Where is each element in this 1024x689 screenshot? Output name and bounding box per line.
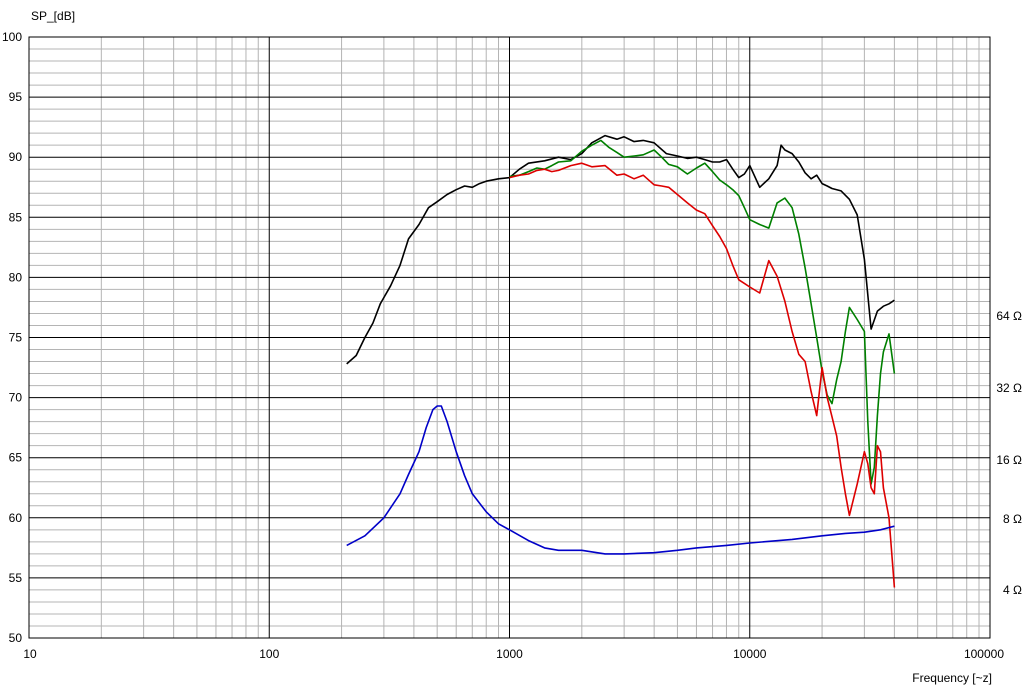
y-tick-label: 100 <box>2 30 22 44</box>
impedance-tick-label: 8 Ω <box>1003 512 1022 526</box>
impedance-tick-labels: 64 Ω 32 Ω 16 Ω 8 Ω 4 Ω <box>996 309 1022 597</box>
impedance-tick-label: 32 Ω <box>996 381 1022 395</box>
impedance-tick-label: 16 Ω <box>996 453 1022 467</box>
y-tick-labels: 100 95 90 85 80 75 70 65 60 55 50 <box>2 30 22 645</box>
y-tick-label: 80 <box>9 270 23 284</box>
x-tick-label: 10 <box>23 647 37 661</box>
y-tick-label: 65 <box>9 451 23 465</box>
series-line-3 <box>509 162 896 588</box>
y-tick-label: 60 <box>9 511 23 525</box>
series-line-2 <box>509 139 896 485</box>
x-tick-label: 100 <box>259 647 279 661</box>
y-tick-label: 70 <box>9 391 23 405</box>
impedance-tick-label: 4 Ω <box>1003 583 1022 597</box>
y-tick-label: 95 <box>9 90 23 104</box>
y-tick-label: 75 <box>9 331 23 345</box>
x-tick-label: 100000 <box>964 647 1004 661</box>
impedance-tick-label: 64 Ω <box>996 309 1022 323</box>
plot-frame <box>28 36 991 639</box>
y-tick-label: 50 <box>9 631 23 645</box>
y-tick-label: 55 <box>9 571 23 585</box>
series-line-4 <box>346 405 895 555</box>
y-tick-label: 85 <box>9 210 23 224</box>
y-tick-label: 90 <box>9 150 23 164</box>
y-axis-label: SP_[dB] <box>31 9 75 23</box>
x-axis-label: Frequency [~z] <box>912 671 992 685</box>
x-tick-labels: 10 100 1000 10000 100000 <box>23 647 1004 661</box>
series-line-1 <box>346 134 895 365</box>
x-tick-label: 1000 <box>496 647 523 661</box>
series-layer <box>346 134 896 588</box>
x-tick-label: 10000 <box>733 647 767 661</box>
